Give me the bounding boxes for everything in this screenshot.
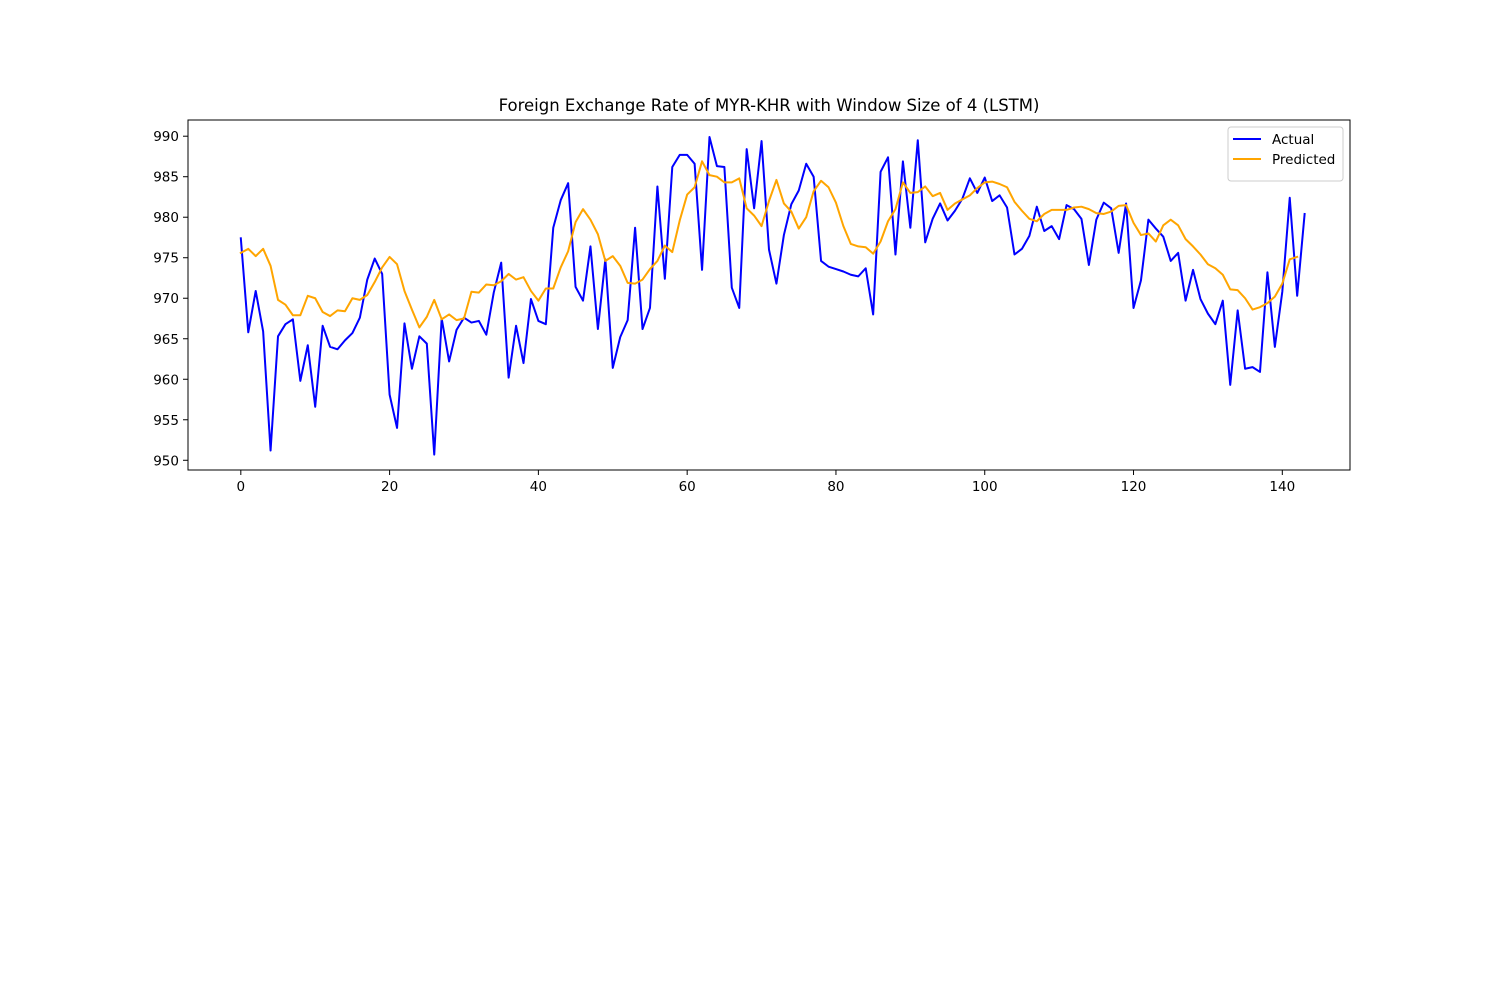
legend-label-actual: Actual	[1272, 132, 1314, 148]
y-tick-label: 980	[153, 210, 179, 226]
x-tick-label: 60	[679, 479, 696, 495]
x-tick-label: 40	[530, 479, 547, 495]
legend: Actual Predicted	[1227, 126, 1344, 182]
x-tick-label: 100	[972, 479, 998, 495]
y-tick-label: 955	[153, 413, 179, 429]
plot-area	[239, 136, 1306, 456]
axes-frame	[187, 119, 1351, 471]
x-tick-label: 120	[1121, 479, 1147, 495]
y-tick-label: 950	[153, 453, 179, 469]
legend-box	[1227, 126, 1344, 182]
y-tick-label: 990	[153, 129, 179, 145]
series-line-actual	[239, 136, 1306, 456]
axes: 0 20 40 60 80 100 120 140 950 955 960 965 970 975 980 9…	[153, 119, 1351, 495]
series-line-predicted	[239, 160, 1299, 329]
y-tick-label: 965	[153, 332, 179, 348]
legend-label-predicted: Predicted	[1272, 152, 1335, 168]
y-tick-label: 960	[153, 372, 179, 388]
x-tick-label: 140	[1269, 479, 1295, 495]
y-tick-label: 985	[153, 170, 179, 186]
x-tick-label: 80	[827, 479, 844, 495]
chart-title: Foreign Exchange Rate of MYR-KHR with Wi…	[499, 96, 1040, 115]
y-tick-label: 975	[153, 251, 179, 267]
x-tick-label: 20	[381, 479, 398, 495]
y-tick-label: 970	[153, 291, 179, 307]
x-tick-label: 0	[237, 479, 246, 495]
